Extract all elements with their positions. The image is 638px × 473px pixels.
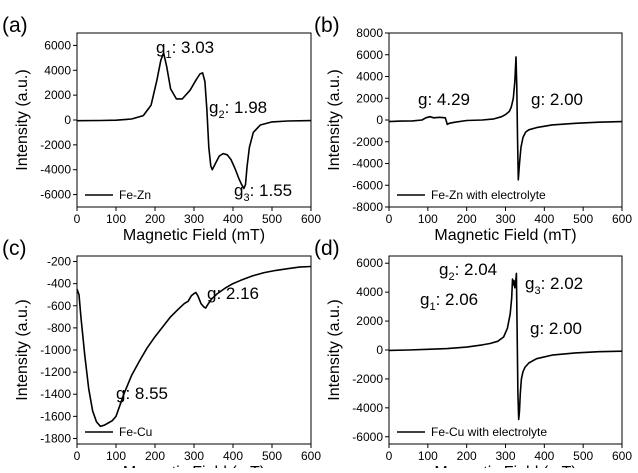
x-tick-label-c: 300 <box>184 449 204 463</box>
y-tick-label-a: -6000 <box>40 188 71 202</box>
annotation-g3-a: g3: 1.55 <box>234 181 292 204</box>
x-tick-label-d: 500 <box>573 449 593 463</box>
annotation-g2-d: g2: 2.04 <box>439 260 497 283</box>
y-tick-label-b: 0 <box>376 113 383 127</box>
y-tick-label-a: -4000 <box>40 163 71 177</box>
y-tick-label-b: 4000 <box>356 70 383 84</box>
panel-label-a: (a) <box>2 14 28 37</box>
series-line-c <box>76 265 312 428</box>
y-tick-label-d: 6000 <box>356 256 383 270</box>
y-tick-label-a: -2000 <box>40 138 71 152</box>
panel-c: 0 100 200 300 400 500 600 -200 -400 -600 -800 -1000… <box>14 255 321 473</box>
y-tick-label-d: -2000 <box>352 372 383 386</box>
y-axis-label-c: Intensity (a.u.) <box>14 299 31 400</box>
x-tick-label-a: 100 <box>106 212 126 226</box>
x-tick-label-d: 600 <box>612 449 632 463</box>
annotation-g-855-c: g: 8.55 <box>116 384 168 403</box>
panel-d: 0 100 200 300 400 500 600 -6000 -4000 -2000 0 2000 4… <box>326 255 632 473</box>
x-tick-label-d: 300 <box>495 449 515 463</box>
x-axis-label-a: Magnetic Field (mT) <box>123 227 265 244</box>
y-axis-label-a: Intensity (a.u.) <box>14 69 31 170</box>
x-tick-label-a: 200 <box>145 212 165 226</box>
y-tick-label-c: -600 <box>47 299 71 313</box>
x-tick-label-c: 500 <box>262 449 282 463</box>
x-tick-label-b: 100 <box>418 212 438 226</box>
y-tick-label-d: 0 <box>376 343 383 357</box>
y-tick-label-b: 2000 <box>356 91 383 105</box>
x-tick-label-c: 600 <box>301 449 321 463</box>
y-tick-label-d: 4000 <box>356 285 383 299</box>
legend-label-c: Fe-Cu <box>119 425 152 439</box>
y-tick-label-a: 0 <box>64 113 71 127</box>
x-tick-label-a: 300 <box>184 212 204 226</box>
y-tick-label-a: 2000 <box>44 88 71 102</box>
series-line-a <box>76 52 312 190</box>
y-tick-label-c: -1600 <box>40 409 71 423</box>
annotation-g-216-c: g: 2.16 <box>207 284 259 303</box>
panel-a: 0 100 200 300 400 500 600 -6000 -4000 -2000 0 2000 4… <box>14 32 321 244</box>
legend-label-a: Fe-Zn <box>119 188 151 202</box>
y-tick-label-a: 4000 <box>44 63 71 77</box>
y-tick-label-b: -4000 <box>352 157 383 171</box>
x-tick-label-c: 100 <box>106 449 126 463</box>
annotation-g2-a: g2: 1.98 <box>209 98 267 121</box>
annotation-g-200-b: g: 2.00 <box>531 90 583 109</box>
y-tick-label-c: -1400 <box>40 387 71 401</box>
y-tick-label-b: -2000 <box>352 135 383 149</box>
x-axis-label-c: Magnetic Field (mT) <box>123 464 265 468</box>
x-tick-label-a: 400 <box>223 212 243 226</box>
annotation-g3-d: g3: 2.02 <box>525 274 583 297</box>
x-tick-label-a: 500 <box>262 212 282 226</box>
x-tick-label-b: 200 <box>457 212 477 226</box>
y-tick-label-c: -1200 <box>40 365 71 379</box>
x-tick-label-d: 0 <box>386 449 393 463</box>
legend-label-b: Fe-Zn with electrolyte <box>431 188 546 202</box>
x-tick-label-b: 500 <box>573 212 593 226</box>
panel-label-c: (c) <box>2 237 27 260</box>
y-axis-label-b: Intensity (a.u.) <box>326 69 343 170</box>
x-tick-label-b: 300 <box>495 212 515 226</box>
series-line-b <box>388 56 623 181</box>
y-tick-label-b: -6000 <box>352 178 383 192</box>
plot-frame-b <box>388 32 623 208</box>
x-tick-label-c: 0 <box>74 449 81 463</box>
annotation-g1-a: g1: 3.03 <box>156 38 214 61</box>
y-tick-label-d: -4000 <box>352 401 383 415</box>
x-tick-label-a: 0 <box>74 212 81 226</box>
x-tick-label-c: 200 <box>145 449 165 463</box>
y-tick-label-c: -800 <box>47 321 71 335</box>
x-tick-label-b: 600 <box>612 212 632 226</box>
panel-label-d: (d) <box>314 237 340 260</box>
x-tick-label-c: 400 <box>223 449 243 463</box>
y-tick-label-a: 6000 <box>44 38 71 52</box>
annotation-g-429-b: g: 4.29 <box>418 90 470 109</box>
y-tick-label-d: -6000 <box>352 430 383 444</box>
x-tick-label-b: 0 <box>386 212 393 226</box>
legend-label-d: Fe-Cu with electrolyte <box>431 425 547 439</box>
x-axis-label-b: Magnetic Field (mT) <box>434 227 576 244</box>
x-tick-label-d: 100 <box>418 449 438 463</box>
panel-label-b: (b) <box>314 14 340 37</box>
plot-frame-c <box>76 255 312 445</box>
x-tick-label-b: 400 <box>534 212 554 226</box>
annotation-g-200-d: g: 2.00 <box>530 319 582 338</box>
x-axis-label-d: Magnetic Field (mT) <box>434 464 576 468</box>
annotation-g1-d: g1: 2.06 <box>420 290 478 313</box>
y-tick-label-b: 8000 <box>356 26 383 40</box>
y-tick-label-c: -400 <box>47 277 71 291</box>
y-tick-label-c: -200 <box>47 255 71 269</box>
x-tick-label-a: 600 <box>301 212 321 226</box>
y-tick-label-b: 6000 <box>356 48 383 62</box>
y-axis-label-d: Intensity (a.u.) <box>326 299 343 400</box>
y-tick-label-c: -1800 <box>40 431 71 445</box>
x-tick-label-d: 200 <box>457 449 477 463</box>
y-tick-label-c: -1000 <box>40 343 71 357</box>
series-line-d <box>388 272 623 421</box>
y-tick-label-b: -8000 <box>352 200 383 214</box>
panel-b: 0 100 200 300 400 500 600 -8000 -6000 -4000 -2000 0… <box>326 26 632 244</box>
y-tick-label-d: 2000 <box>356 314 383 328</box>
x-tick-label-d: 400 <box>534 449 554 463</box>
